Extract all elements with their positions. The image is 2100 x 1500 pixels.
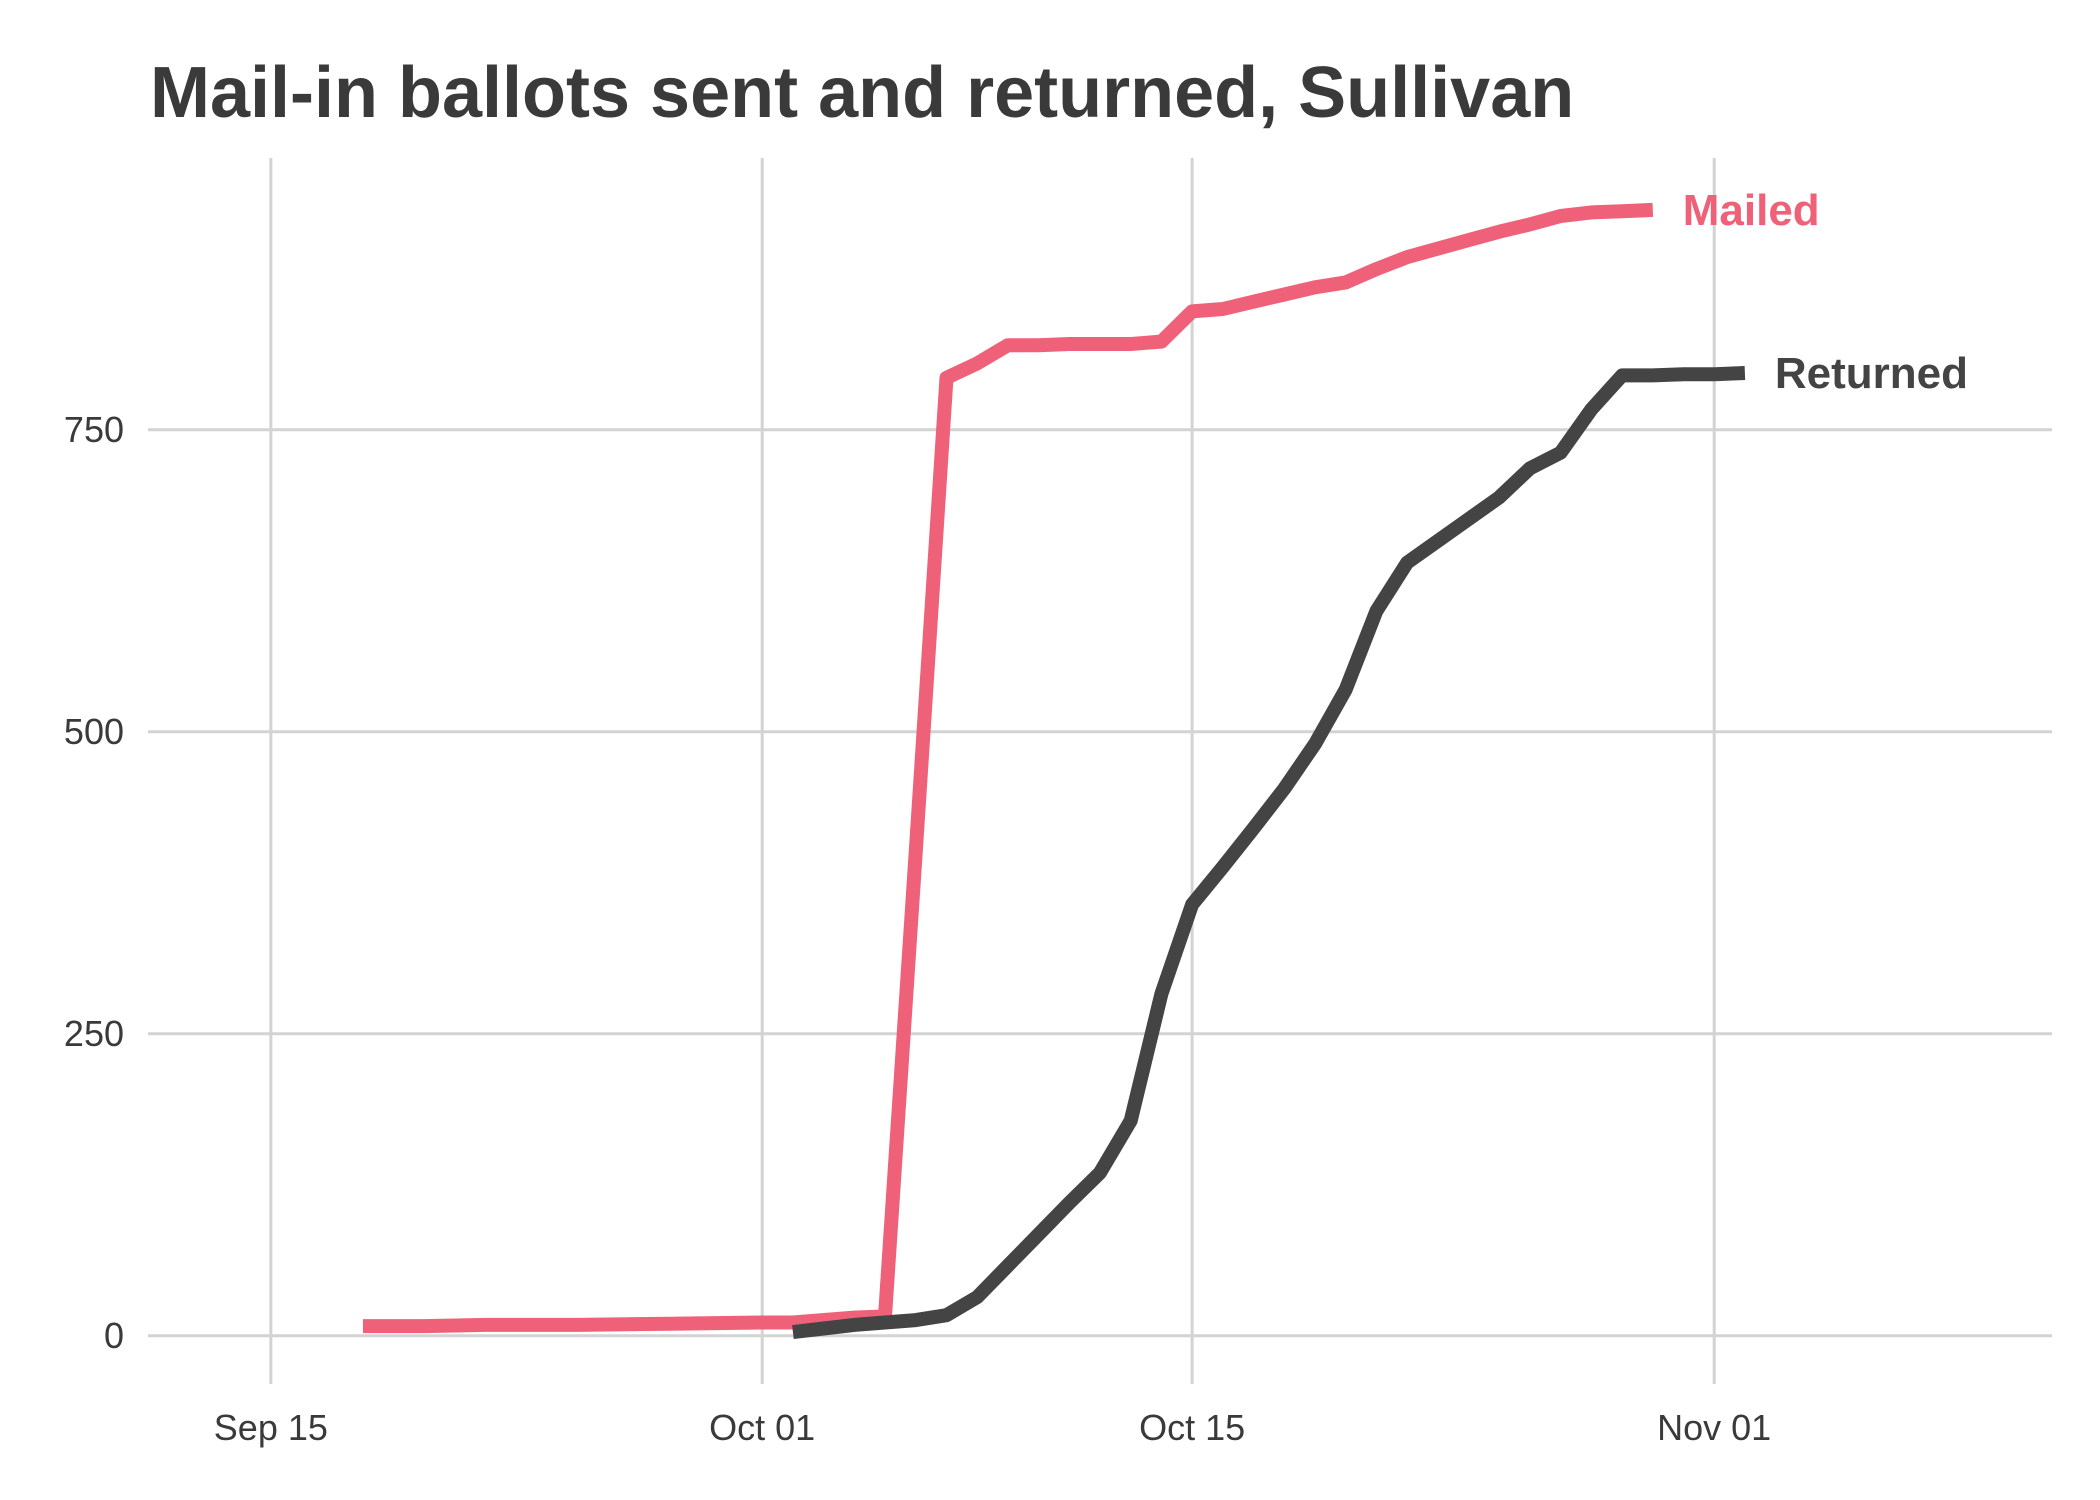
grid xyxy=(148,158,2052,1384)
series-label-returned: Returned xyxy=(1775,349,1968,398)
x-tick-label: Oct 15 xyxy=(1139,1407,1245,1448)
x-tick-label: Nov 01 xyxy=(1657,1407,1771,1448)
series-line-returned xyxy=(792,366,1746,1340)
series-labels: Mailed Returned xyxy=(1683,186,1968,398)
x-axis-tick-labels: Sep 15 Oct 01 Oct 15 Nov 01 xyxy=(214,1407,1771,1448)
y-tick-label: 250 xyxy=(64,1013,124,1054)
series-line-mailed xyxy=(363,202,1654,1334)
x-tick-label: Oct 01 xyxy=(709,1407,815,1448)
series-label-mailed: Mailed xyxy=(1683,186,1820,235)
y-tick-label: 0 xyxy=(104,1315,124,1356)
series-lines xyxy=(363,202,1746,1340)
y-tick-label: 500 xyxy=(64,711,124,752)
chart-title: Mail-in ballots sent and returned, Sulli… xyxy=(150,53,1575,133)
y-axis-tick-labels: 0 250 500 750 xyxy=(64,409,124,1356)
x-tick-label: Sep 15 xyxy=(214,1407,328,1448)
y-tick-label: 750 xyxy=(64,409,124,450)
